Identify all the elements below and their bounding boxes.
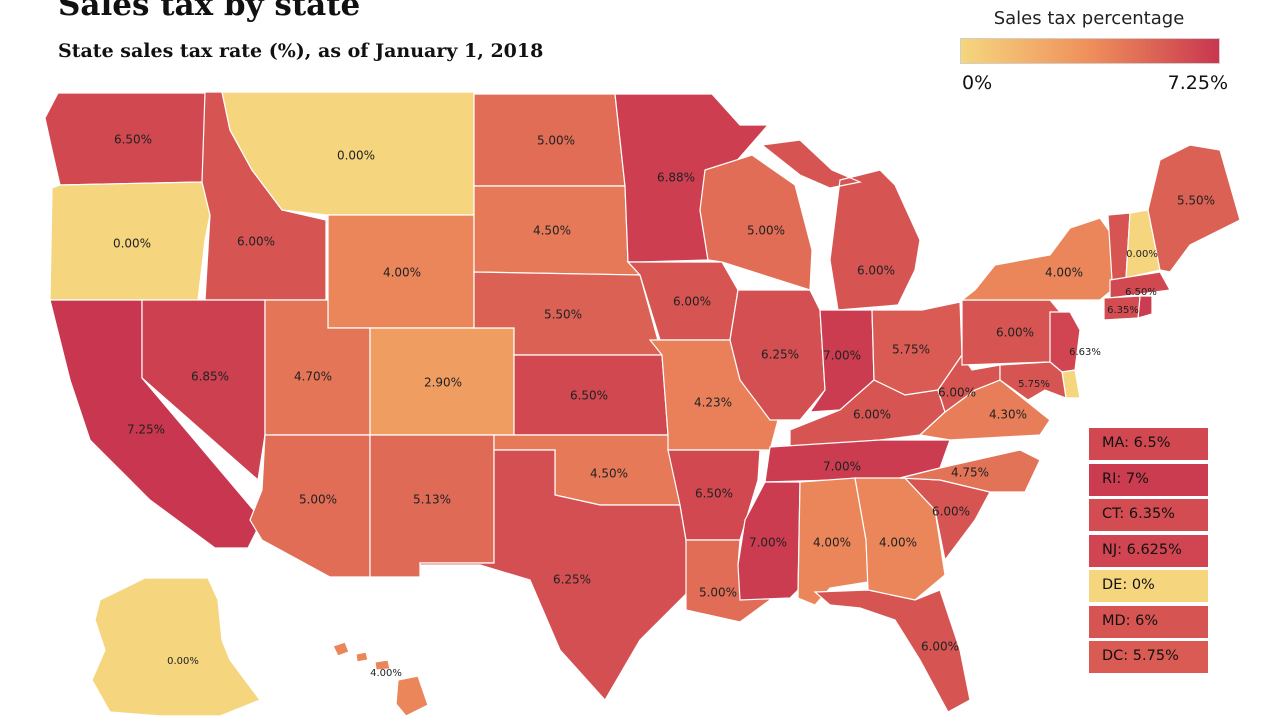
state-label-al: 4.00% <box>813 536 851 550</box>
state-label-mo: 4.23% <box>694 396 732 410</box>
state-me[interactable] <box>1147 144 1241 273</box>
state-label-wy: 4.00% <box>383 266 421 280</box>
state-label-ms: 7.00% <box>749 536 787 550</box>
state-label-hi: 4.00% <box>370 668 402 679</box>
state-label-va: 4.30% <box>989 408 1027 422</box>
legend-title: Sales tax percentage <box>993 8 1185 29</box>
map-title: Sales tax by state <box>58 0 361 23</box>
state-label-in: 7.00% <box>823 349 861 363</box>
state-label-mt: 0.00% <box>337 149 375 163</box>
state-il[interactable] <box>729 289 826 421</box>
callout-ct: CT: 6.35% <box>1089 499 1208 531</box>
state-mi[interactable] <box>760 139 921 311</box>
callout-ma: MA: 6.5% <box>1089 428 1208 460</box>
state-nj[interactable] <box>1049 311 1081 373</box>
state-label-ma: 6.50% <box>1125 287 1157 298</box>
state-label-md: 5.75% <box>1018 379 1050 390</box>
state-label-tn: 7.00% <box>823 460 861 474</box>
state-label-ia: 6.00% <box>673 295 711 309</box>
state-fl[interactable] <box>813 589 971 713</box>
state-ak[interactable] <box>91 577 261 717</box>
state-ma[interactable] <box>1109 271 1171 299</box>
map-subtitle: State sales tax rate (%), as of January … <box>58 40 544 62</box>
state-label-ca: 7.25% <box>127 423 165 437</box>
state-label-me: 5.50% <box>1177 194 1215 208</box>
state-label-sd: 4.50% <box>533 224 571 238</box>
state-label-nm: 5.13% <box>413 493 451 507</box>
state-label-ne: 5.50% <box>544 308 582 322</box>
state-label-wv: 6.00% <box>938 386 976 400</box>
small-state-callouts: MA: 6.5% RI: 7% CT: 6.35% NJ: 6.625% DE: 0% M… <box>1089 428 1208 677</box>
state-label-ar: 6.50% <box>695 487 733 501</box>
state-label-ut: 4.70% <box>294 370 332 384</box>
state-md[interactable] <box>999 361 1067 401</box>
state-label-nh: 0.00% <box>1126 249 1158 260</box>
color-legend: Sales tax percentage 0% 7.25% <box>958 6 1230 102</box>
state-hi[interactable] <box>332 641 429 717</box>
state-label-ak: 0.00% <box>167 656 199 667</box>
state-label-or: 0.00% <box>113 237 151 251</box>
state-label-nc: 4.75% <box>951 466 989 480</box>
state-label-wa: 6.50% <box>114 133 152 147</box>
state-label-nv: 6.85% <box>191 370 229 384</box>
legend-min-label: 0% <box>962 72 993 94</box>
state-label-pa: 6.00% <box>996 326 1034 340</box>
state-nv[interactable] <box>141 299 266 482</box>
state-label-az: 5.00% <box>299 493 337 507</box>
legend-gradient-bar <box>960 38 1220 64</box>
callout-de: DE: 0% <box>1089 570 1208 602</box>
legend-max-label: 7.25% <box>1167 72 1228 94</box>
state-la[interactable] <box>685 539 771 623</box>
state-label-sc: 6.00% <box>932 505 970 519</box>
state-label-nd: 5.00% <box>537 134 575 148</box>
state-label-ky: 6.00% <box>853 408 891 422</box>
state-label-tx: 6.25% <box>553 573 591 587</box>
state-ct[interactable] <box>1103 295 1141 321</box>
state-label-wi: 5.00% <box>747 224 785 238</box>
state-label-ks: 6.50% <box>570 389 608 403</box>
state-label-oh: 5.75% <box>892 343 930 357</box>
state-label-mn: 6.88% <box>657 171 695 185</box>
state-label-ga: 4.00% <box>879 536 917 550</box>
state-label-fl: 6.00% <box>921 640 959 654</box>
state-label-ok: 4.50% <box>590 467 628 481</box>
state-label-ny: 4.00% <box>1045 266 1083 280</box>
state-label-co: 2.90% <box>424 376 462 390</box>
state-label-mi: 6.00% <box>857 264 895 278</box>
callout-ri: RI: 7% <box>1089 463 1208 496</box>
callout-dc: DC: 5.75% <box>1089 641 1208 673</box>
state-nc[interactable] <box>899 449 1041 493</box>
state-label-il: 6.25% <box>761 348 799 362</box>
state-label-la: 5.00% <box>699 586 737 600</box>
callout-md: MD: 6% <box>1089 605 1208 638</box>
state-tx[interactable] <box>419 449 691 702</box>
state-ny[interactable] <box>960 217 1113 301</box>
callout-nj: NJ: 6.625% <box>1089 534 1208 567</box>
state-label-id: 6.00% <box>237 235 275 249</box>
state-label-ct: 6.35% <box>1107 305 1139 316</box>
state-label-nj: 6.63% <box>1069 347 1101 358</box>
